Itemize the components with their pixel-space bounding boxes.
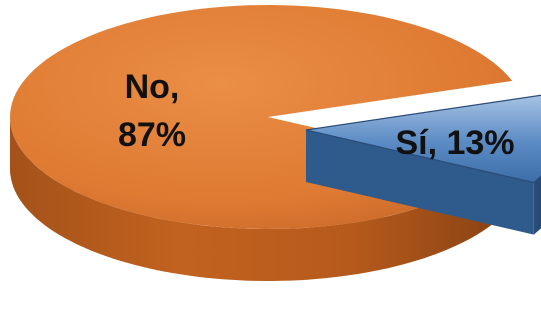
data-label-si: Sí, 13%: [395, 124, 514, 162]
data-label-no-value: 87%: [118, 116, 186, 154]
data-label-no-name: No,: [125, 68, 180, 106]
slice-no-side: [10, 117, 496, 281]
slice-si: [305, 94, 541, 184]
slice-si-side: [533, 176, 541, 235]
slice-si-side-cut: [306, 130, 534, 235]
